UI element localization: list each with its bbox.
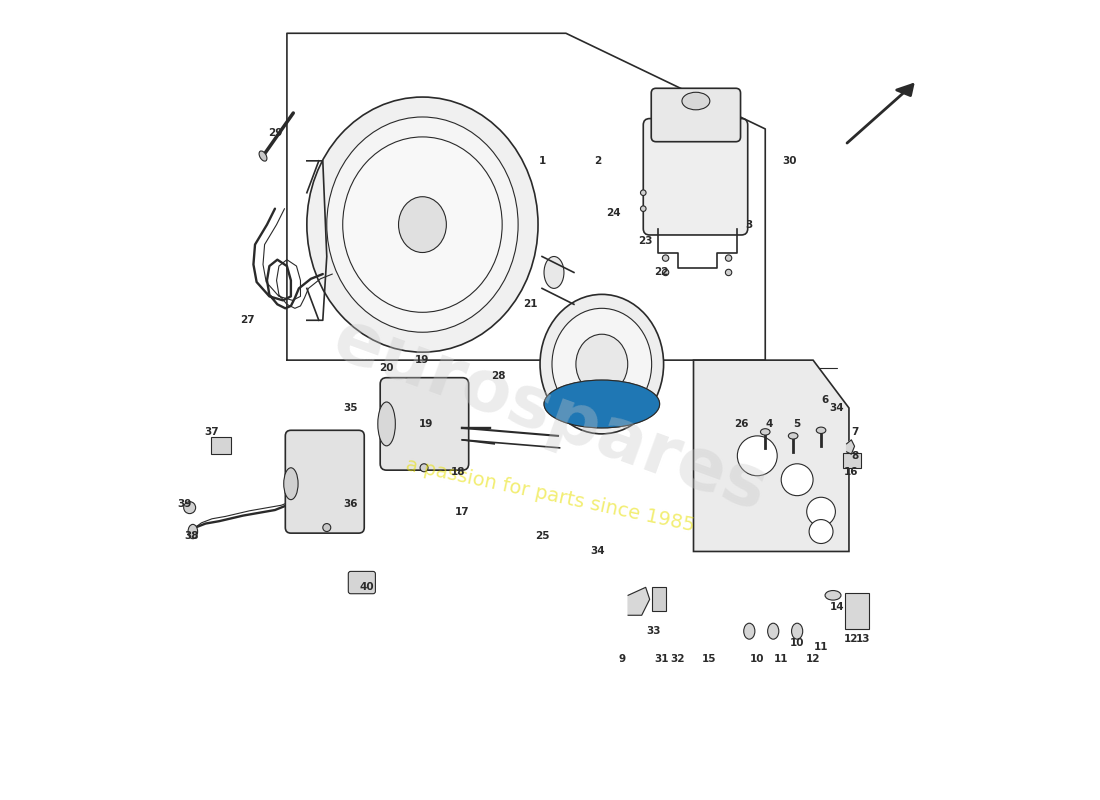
Ellipse shape: [322, 523, 331, 531]
Circle shape: [806, 498, 835, 526]
Ellipse shape: [640, 190, 646, 195]
Text: 6: 6: [822, 395, 828, 405]
Ellipse shape: [540, 294, 663, 434]
Text: 26: 26: [734, 419, 749, 429]
Ellipse shape: [640, 206, 646, 211]
Text: 34: 34: [591, 546, 605, 557]
Text: 3: 3: [746, 220, 752, 230]
Text: 32: 32: [670, 654, 685, 664]
Ellipse shape: [552, 308, 651, 420]
Ellipse shape: [544, 380, 660, 428]
Ellipse shape: [343, 137, 503, 312]
FancyBboxPatch shape: [285, 430, 364, 533]
Text: 34: 34: [829, 403, 845, 413]
Text: 10: 10: [790, 638, 804, 648]
Text: 5: 5: [793, 419, 801, 429]
Text: 11: 11: [814, 642, 828, 652]
Text: 37: 37: [204, 427, 219, 437]
Text: 28: 28: [491, 371, 505, 381]
Text: a passion for parts since 1985: a passion for parts since 1985: [404, 456, 696, 536]
Text: 8: 8: [851, 451, 858, 461]
Ellipse shape: [725, 270, 732, 276]
Bar: [844, 454, 861, 468]
Text: 12: 12: [806, 654, 821, 664]
Ellipse shape: [825, 590, 842, 600]
Text: 27: 27: [240, 315, 254, 326]
Ellipse shape: [377, 402, 395, 446]
FancyBboxPatch shape: [651, 88, 740, 142]
Ellipse shape: [576, 334, 628, 394]
Text: 38: 38: [184, 530, 198, 541]
Text: 20: 20: [379, 363, 394, 373]
FancyBboxPatch shape: [644, 118, 748, 235]
Ellipse shape: [544, 380, 660, 428]
Circle shape: [781, 464, 813, 496]
Ellipse shape: [398, 197, 447, 253]
Bar: [211, 437, 231, 454]
Text: 10: 10: [750, 654, 764, 664]
Text: 4: 4: [766, 419, 773, 429]
Text: 19: 19: [419, 419, 433, 429]
Ellipse shape: [792, 623, 803, 639]
Bar: [845, 593, 869, 629]
Text: 9: 9: [618, 654, 625, 664]
Text: 25: 25: [535, 530, 549, 541]
Polygon shape: [693, 360, 849, 551]
Text: 30: 30: [782, 156, 796, 166]
Circle shape: [810, 519, 833, 543]
Ellipse shape: [725, 255, 732, 262]
Text: 18: 18: [451, 466, 465, 477]
Text: 15: 15: [702, 654, 717, 664]
Text: 17: 17: [455, 506, 470, 517]
Text: eurospares: eurospares: [323, 306, 777, 526]
Ellipse shape: [662, 255, 669, 262]
Text: 35: 35: [343, 403, 358, 413]
Ellipse shape: [682, 92, 710, 110]
Ellipse shape: [662, 270, 669, 276]
Text: 1: 1: [538, 156, 546, 166]
Text: 21: 21: [522, 299, 537, 310]
Text: 19: 19: [416, 355, 430, 365]
Polygon shape: [847, 440, 855, 454]
Text: 36: 36: [343, 498, 358, 509]
Ellipse shape: [744, 623, 755, 639]
Ellipse shape: [768, 623, 779, 639]
Text: 12: 12: [844, 634, 859, 644]
Text: 13: 13: [856, 634, 870, 644]
Text: 7: 7: [851, 427, 858, 437]
Ellipse shape: [260, 151, 267, 161]
Ellipse shape: [188, 524, 198, 538]
FancyBboxPatch shape: [381, 378, 469, 470]
Ellipse shape: [789, 433, 797, 439]
Ellipse shape: [816, 427, 826, 434]
Text: 14: 14: [829, 602, 845, 612]
Text: 2: 2: [594, 156, 602, 166]
Ellipse shape: [760, 429, 770, 435]
Text: 29: 29: [267, 128, 282, 138]
Text: 11: 11: [774, 654, 789, 664]
Bar: [652, 587, 667, 611]
Ellipse shape: [544, 257, 564, 288]
Text: 24: 24: [606, 208, 621, 218]
Polygon shape: [628, 587, 650, 615]
Text: 33: 33: [647, 626, 661, 636]
Text: 22: 22: [654, 267, 669, 278]
Text: 31: 31: [654, 654, 669, 664]
Ellipse shape: [284, 468, 298, 500]
Ellipse shape: [307, 97, 538, 352]
Text: 16: 16: [844, 466, 859, 477]
Text: 40: 40: [360, 582, 374, 592]
Ellipse shape: [420, 464, 428, 472]
Text: 23: 23: [638, 235, 653, 246]
Circle shape: [737, 436, 778, 476]
Ellipse shape: [184, 502, 196, 514]
Text: 39: 39: [178, 498, 192, 509]
Ellipse shape: [327, 117, 518, 332]
FancyBboxPatch shape: [349, 571, 375, 594]
